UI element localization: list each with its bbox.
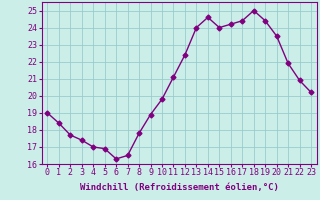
X-axis label: Windchill (Refroidissement éolien,°C): Windchill (Refroidissement éolien,°C) [80,183,279,192]
